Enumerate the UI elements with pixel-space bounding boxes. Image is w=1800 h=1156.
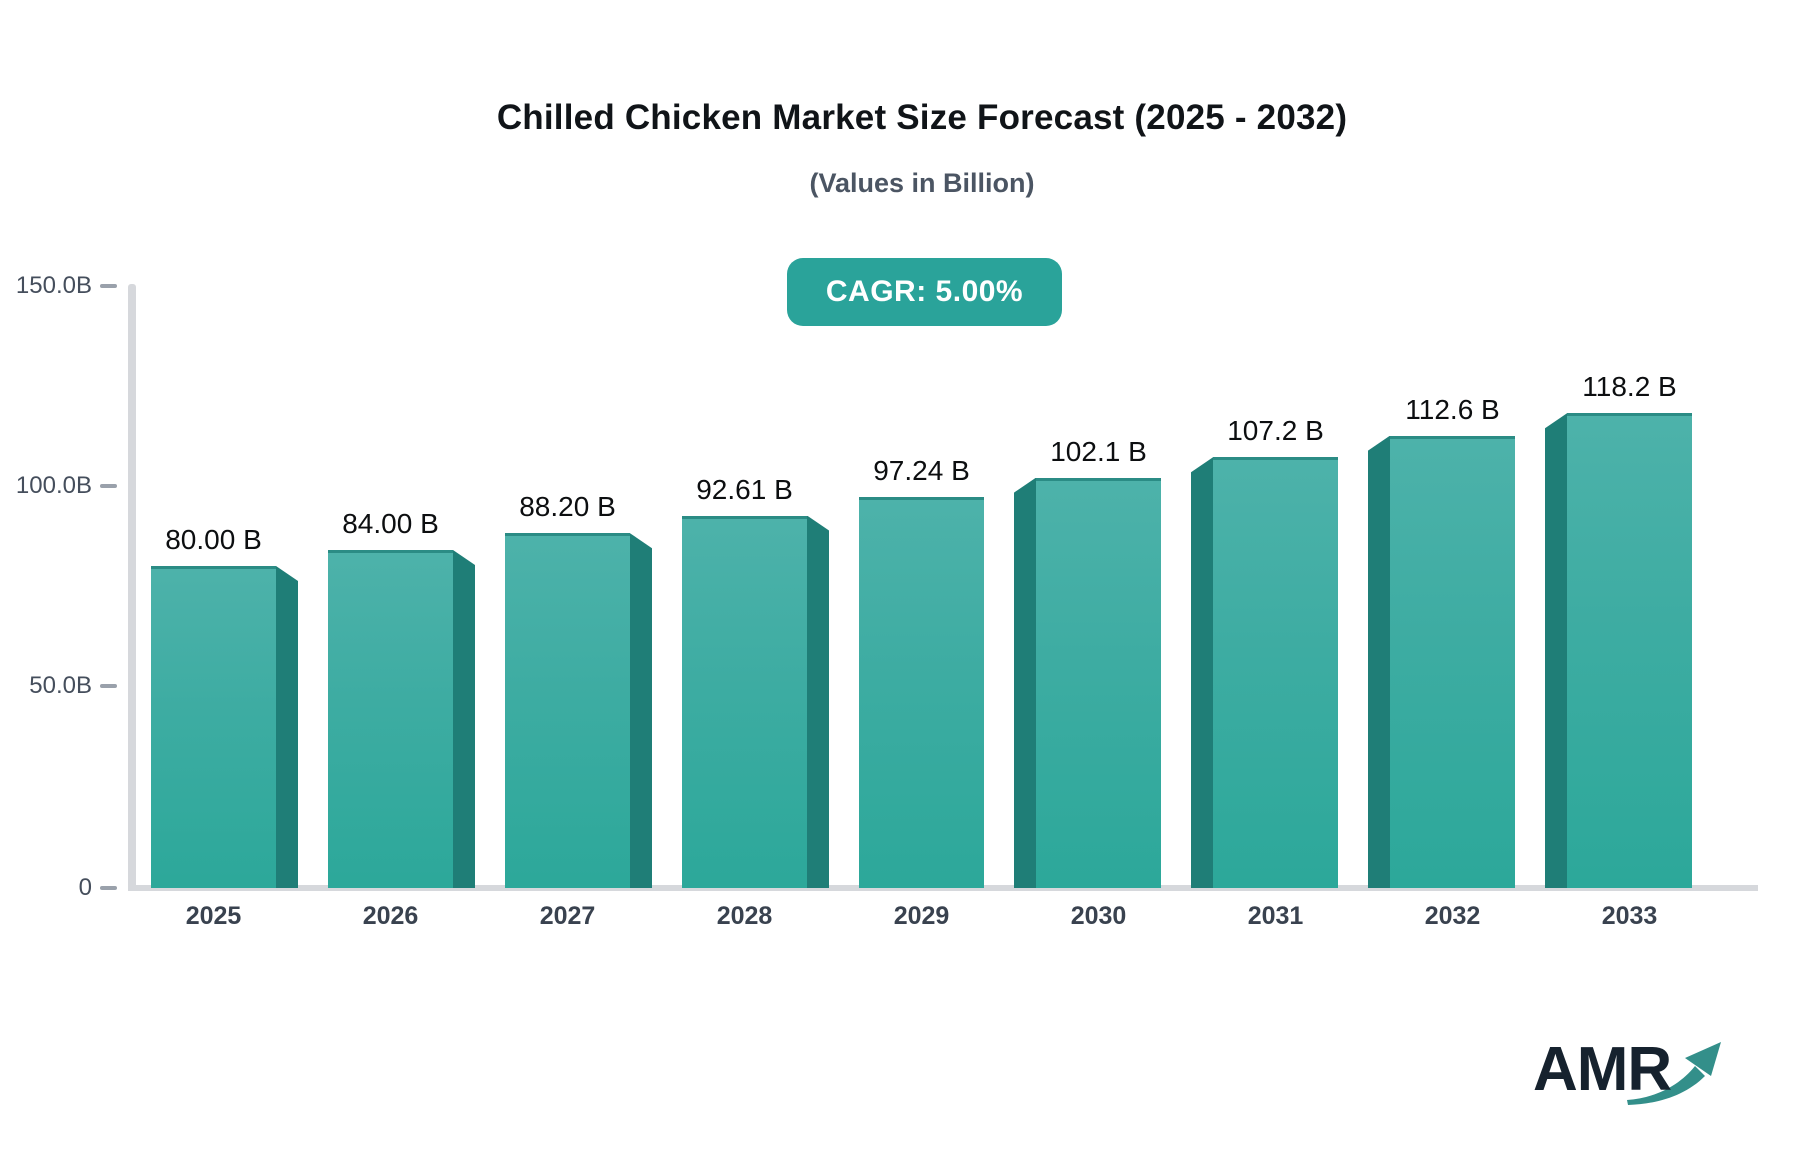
- bar-side-2031: [1191, 457, 1213, 888]
- amr-logo: AMR: [1533, 1034, 1723, 1114]
- x-tick-label-2027: 2027: [539, 902, 596, 930]
- bar-2033: [1567, 413, 1692, 888]
- cagr-badge-label: CAGR: 5.00%: [825, 275, 1024, 308]
- bar-2025: [151, 566, 276, 888]
- bar-2028: [682, 515, 807, 888]
- bar-2032: [1390, 435, 1515, 888]
- bar-side-2033: [1545, 413, 1567, 888]
- bar-2031: [1213, 457, 1338, 888]
- x-tick-label-2029: 2029: [893, 902, 950, 930]
- bar-value-label-2029: 97.24 B: [873, 455, 970, 487]
- bar-value-label-2030: 102.1 B: [1050, 435, 1147, 467]
- cagr-badge: CAGR: 5.00%: [787, 258, 1062, 326]
- bar-value-label-2028: 92.61 B: [696, 473, 793, 505]
- x-tick-label-2026: 2026: [362, 902, 419, 930]
- trending-up-arrow-icon: [1627, 1042, 1721, 1105]
- y-axis-line: [128, 284, 136, 891]
- y-tick-mark: [100, 484, 117, 488]
- x-axis-line: [128, 885, 1758, 891]
- y-tick-label: 150.0B: [15, 272, 92, 299]
- bar-2029: [859, 497, 984, 888]
- bar-side-2027: [630, 533, 652, 888]
- bar-side-2028: [807, 515, 829, 888]
- bar-side-2030: [1014, 477, 1036, 888]
- amr-logo-text: AMR: [1533, 1035, 1672, 1104]
- x-tick-label-2030: 2030: [1070, 902, 1127, 930]
- bar-value-label-2033: 118.2 B: [1582, 371, 1677, 403]
- bar-side-2025: [276, 566, 298, 888]
- y-tick-mark: [100, 684, 117, 688]
- bar-side-2032: [1368, 435, 1390, 888]
- bar-value-label-2027: 88.20 B: [519, 491, 616, 523]
- bar-value-label-2031: 107.2 B: [1227, 415, 1324, 447]
- bar-2026: [328, 550, 453, 888]
- x-tick-label-2028: 2028: [716, 902, 773, 930]
- bar-value-label-2025: 80.00 B: [165, 524, 262, 555]
- y-tick-label: 50.0B: [29, 672, 92, 699]
- y-tick-label: 100.0B: [15, 472, 92, 499]
- bar-2030: [1036, 477, 1161, 888]
- chart-title: Chilled Chicken Market Size Forecast (20…: [496, 98, 1348, 137]
- y-tick-mark: [100, 284, 117, 288]
- bar-value-label-2026: 84.00 B: [342, 508, 439, 539]
- bar-2027: [505, 533, 630, 888]
- x-tick-label-2033: 2033: [1601, 902, 1658, 930]
- y-tick-label: 0: [78, 874, 92, 901]
- bar-value-label-2032: 112.6 B: [1405, 393, 1500, 425]
- y-tick-mark: [100, 886, 117, 890]
- x-tick-label-2031: 2031: [1247, 902, 1304, 930]
- x-tick-label-2025: 2025: [185, 902, 242, 930]
- bar-side-2026: [453, 550, 475, 888]
- chart-subtitle: (Values in Billion): [809, 168, 1035, 198]
- x-tick-label-2032: 2032: [1424, 902, 1481, 930]
